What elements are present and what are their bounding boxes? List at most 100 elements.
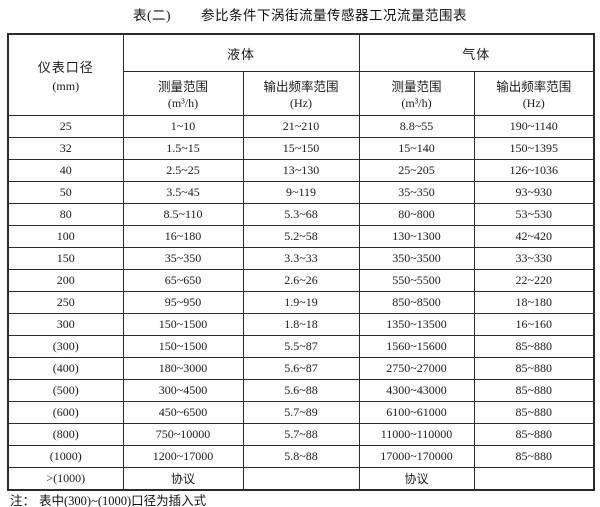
table-row: 100 16~180 5.2~58 130~1300 42~420 <box>7 225 595 248</box>
cell-gas-frequency: 85~880 <box>473 379 595 402</box>
cell-gas-frequency <box>473 467 595 491</box>
cell-diameter: 25 <box>7 115 124 138</box>
cell-gas-frequency: 33~330 <box>473 247 595 270</box>
diameter-unit: (mm) <box>52 78 80 93</box>
cell-gas-frequency: 93~930 <box>473 181 595 204</box>
cell-gas-range: 2750~27000 <box>358 357 475 380</box>
cell-liquid-range: 65~650 <box>122 269 244 292</box>
cell-liquid-range: 180~3000 <box>122 357 244 380</box>
cell-gas-frequency: 150~1395 <box>473 137 595 160</box>
cell-gas-frequency: 42~420 <box>473 225 595 248</box>
cell-gas-frequency: 85~880 <box>473 357 595 380</box>
col-header-gas-frequency: 输出频率范围 (Hz) <box>473 71 595 116</box>
diameter-label: 仪表口径 <box>37 59 94 75</box>
cell-gas-range: 850~8500 <box>358 291 475 314</box>
footnote-text: 表中(300)~(1000)口径为插入式 <box>39 494 207 507</box>
table-row: 80 8.5~110 5.3~68 80~800 53~530 <box>7 203 595 226</box>
liquid-frequency-unit: (Hz) <box>290 96 312 110</box>
cell-gas-frequency: 85~880 <box>473 423 595 446</box>
cell-liquid-frequency: 5.6~88 <box>242 379 360 402</box>
cell-gas-range: 15~140 <box>358 137 475 160</box>
cell-liquid-frequency: 5.3~68 <box>242 203 360 226</box>
sub-header-row: 测量范围 (m³/h) 输出频率范围 (Hz) 测量范围 (m³/h) 输出频率… <box>8 71 595 116</box>
col-header-diameter: 仪表口径 (mm) <box>7 33 124 116</box>
cell-diameter: 250 <box>7 291 124 314</box>
cell-diameter: 200 <box>7 269 124 292</box>
gas-frequency-label: 输出频率范围 <box>496 80 572 94</box>
cell-liquid-frequency: 5.5~87 <box>242 335 360 358</box>
cell-liquid-frequency: 1.8~18 <box>242 313 360 336</box>
cell-gas-range: 1560~15600 <box>358 335 475 358</box>
cell-liquid-range: 1200~17000 <box>122 445 244 468</box>
cell-liquid-range: 2.5~25 <box>122 159 244 182</box>
cell-diameter: >(1000) <box>7 467 124 491</box>
cell-liquid-range: 150~1500 <box>122 335 244 358</box>
table-row: 200 65~650 2.6~26 550~5500 22~220 <box>7 269 595 292</box>
cell-gas-frequency: 16~160 <box>473 313 595 336</box>
table-row: (400) 180~3000 5.6~87 2750~27000 85~880 <box>7 357 595 380</box>
footnote-label: 注： <box>10 494 36 507</box>
cell-gas-range: 35~350 <box>358 181 475 204</box>
cell-diameter: 100 <box>7 225 124 248</box>
liquid-frequency-label: 输出频率范围 <box>263 80 339 94</box>
cell-diameter: (800) <box>7 423 124 446</box>
cell-liquid-range: 35~350 <box>122 247 244 270</box>
cell-liquid-range: 16~180 <box>122 225 244 248</box>
cell-liquid-frequency: 9~119 <box>242 181 360 204</box>
group-header-gas: 气体 <box>358 33 595 72</box>
cell-diameter: 40 <box>7 159 124 182</box>
cell-liquid-range: 3.5~45 <box>122 181 244 204</box>
table-caption: 参比条件下涡街流量传感器工况流量范围表 <box>201 8 467 23</box>
cell-liquid-frequency: 5.8~88 <box>242 445 360 468</box>
cell-gas-frequency: 85~880 <box>473 401 595 424</box>
cell-liquid-frequency <box>242 467 360 491</box>
cell-liquid-range: 协议 <box>122 467 244 491</box>
cell-gas-frequency: 22~220 <box>473 269 595 292</box>
table-row: 50 3.5~45 9~119 35~350 93~930 <box>7 181 595 204</box>
cell-liquid-frequency: 13~130 <box>242 159 360 182</box>
table-row: (600) 450~6500 5.7~89 6100~61000 85~880 <box>7 401 595 424</box>
cell-liquid-frequency: 15~150 <box>242 137 360 160</box>
cell-gas-range: 80~800 <box>358 203 475 226</box>
cell-gas-range: 6100~61000 <box>358 401 475 424</box>
col-header-liquid-range: 测量范围 (m³/h) <box>122 71 244 116</box>
col-header-liquid-frequency: 输出频率范围 (Hz) <box>242 71 360 116</box>
group-header-row: 仪表口径 (mm) 液体 气体 <box>7 33 595 116</box>
flow-range-table: 仪表口径 (mm) 液体 气体 测量范围 (m³/h) 输出频率范围 (Hz) … <box>7 33 596 491</box>
cell-gas-frequency: 190~1140 <box>473 115 595 138</box>
cell-diameter: (400) <box>7 357 124 380</box>
cell-liquid-frequency: 3.3~33 <box>242 247 360 270</box>
table-row: (1000) 1200~17000 5.8~88 17000~170000 85~880 <box>7 445 595 468</box>
gas-range-label: 测量范围 <box>391 80 442 94</box>
cell-gas-range: 8.8~55 <box>358 115 475 138</box>
cell-liquid-range: 1.5~15 <box>122 137 244 160</box>
cell-liquid-range: 750~10000 <box>122 423 244 446</box>
cell-liquid-range: 8.5~110 <box>122 203 244 226</box>
cell-liquid-range: 95~950 <box>122 291 244 314</box>
liquid-range-label: 测量范围 <box>157 80 208 94</box>
cell-gas-frequency: 85~880 <box>473 335 595 358</box>
table-row: 150 35~350 3.3~33 350~3500 33~330 <box>7 247 595 270</box>
table-row: >(1000) 协议 协议 <box>7 467 595 491</box>
cell-gas-range: 350~3500 <box>358 247 475 270</box>
cell-gas-frequency: 18~180 <box>473 291 595 314</box>
cell-liquid-range: 300~4500 <box>122 379 244 402</box>
cell-liquid-frequency: 5.2~58 <box>242 225 360 248</box>
cell-diameter: 32 <box>7 137 124 160</box>
gas-frequency-unit: (Hz) <box>522 96 545 110</box>
cell-gas-range: 4300~43000 <box>358 379 475 402</box>
cell-liquid-frequency: 21~210 <box>242 115 360 138</box>
cell-diameter: (300) <box>7 335 124 358</box>
cell-diameter: 150 <box>7 247 124 270</box>
table-row: 32 1.5~15 15~150 15~140 150~1395 <box>7 137 595 160</box>
liquid-range-unit: (m³/h) <box>167 96 199 110</box>
table-row: 40 2.5~25 13~130 25~205 126~1036 <box>7 159 595 182</box>
cell-gas-range: 11000~110000 <box>358 423 475 446</box>
table-title: 表(二) 参比条件下涡街流量传感器工况流量范围表 <box>0 4 600 24</box>
gas-range-unit: (m³/h) <box>401 96 432 110</box>
cell-liquid-range: 1~10 <box>122 115 244 138</box>
table-row: 25 1~10 21~210 8.8~55 190~1140 <box>7 115 595 138</box>
cell-gas-frequency: 53~530 <box>473 203 595 226</box>
cell-gas-range: 协议 <box>358 467 475 491</box>
table-row: (800) 750~10000 5.7~88 11000~110000 85~880 <box>7 423 595 446</box>
